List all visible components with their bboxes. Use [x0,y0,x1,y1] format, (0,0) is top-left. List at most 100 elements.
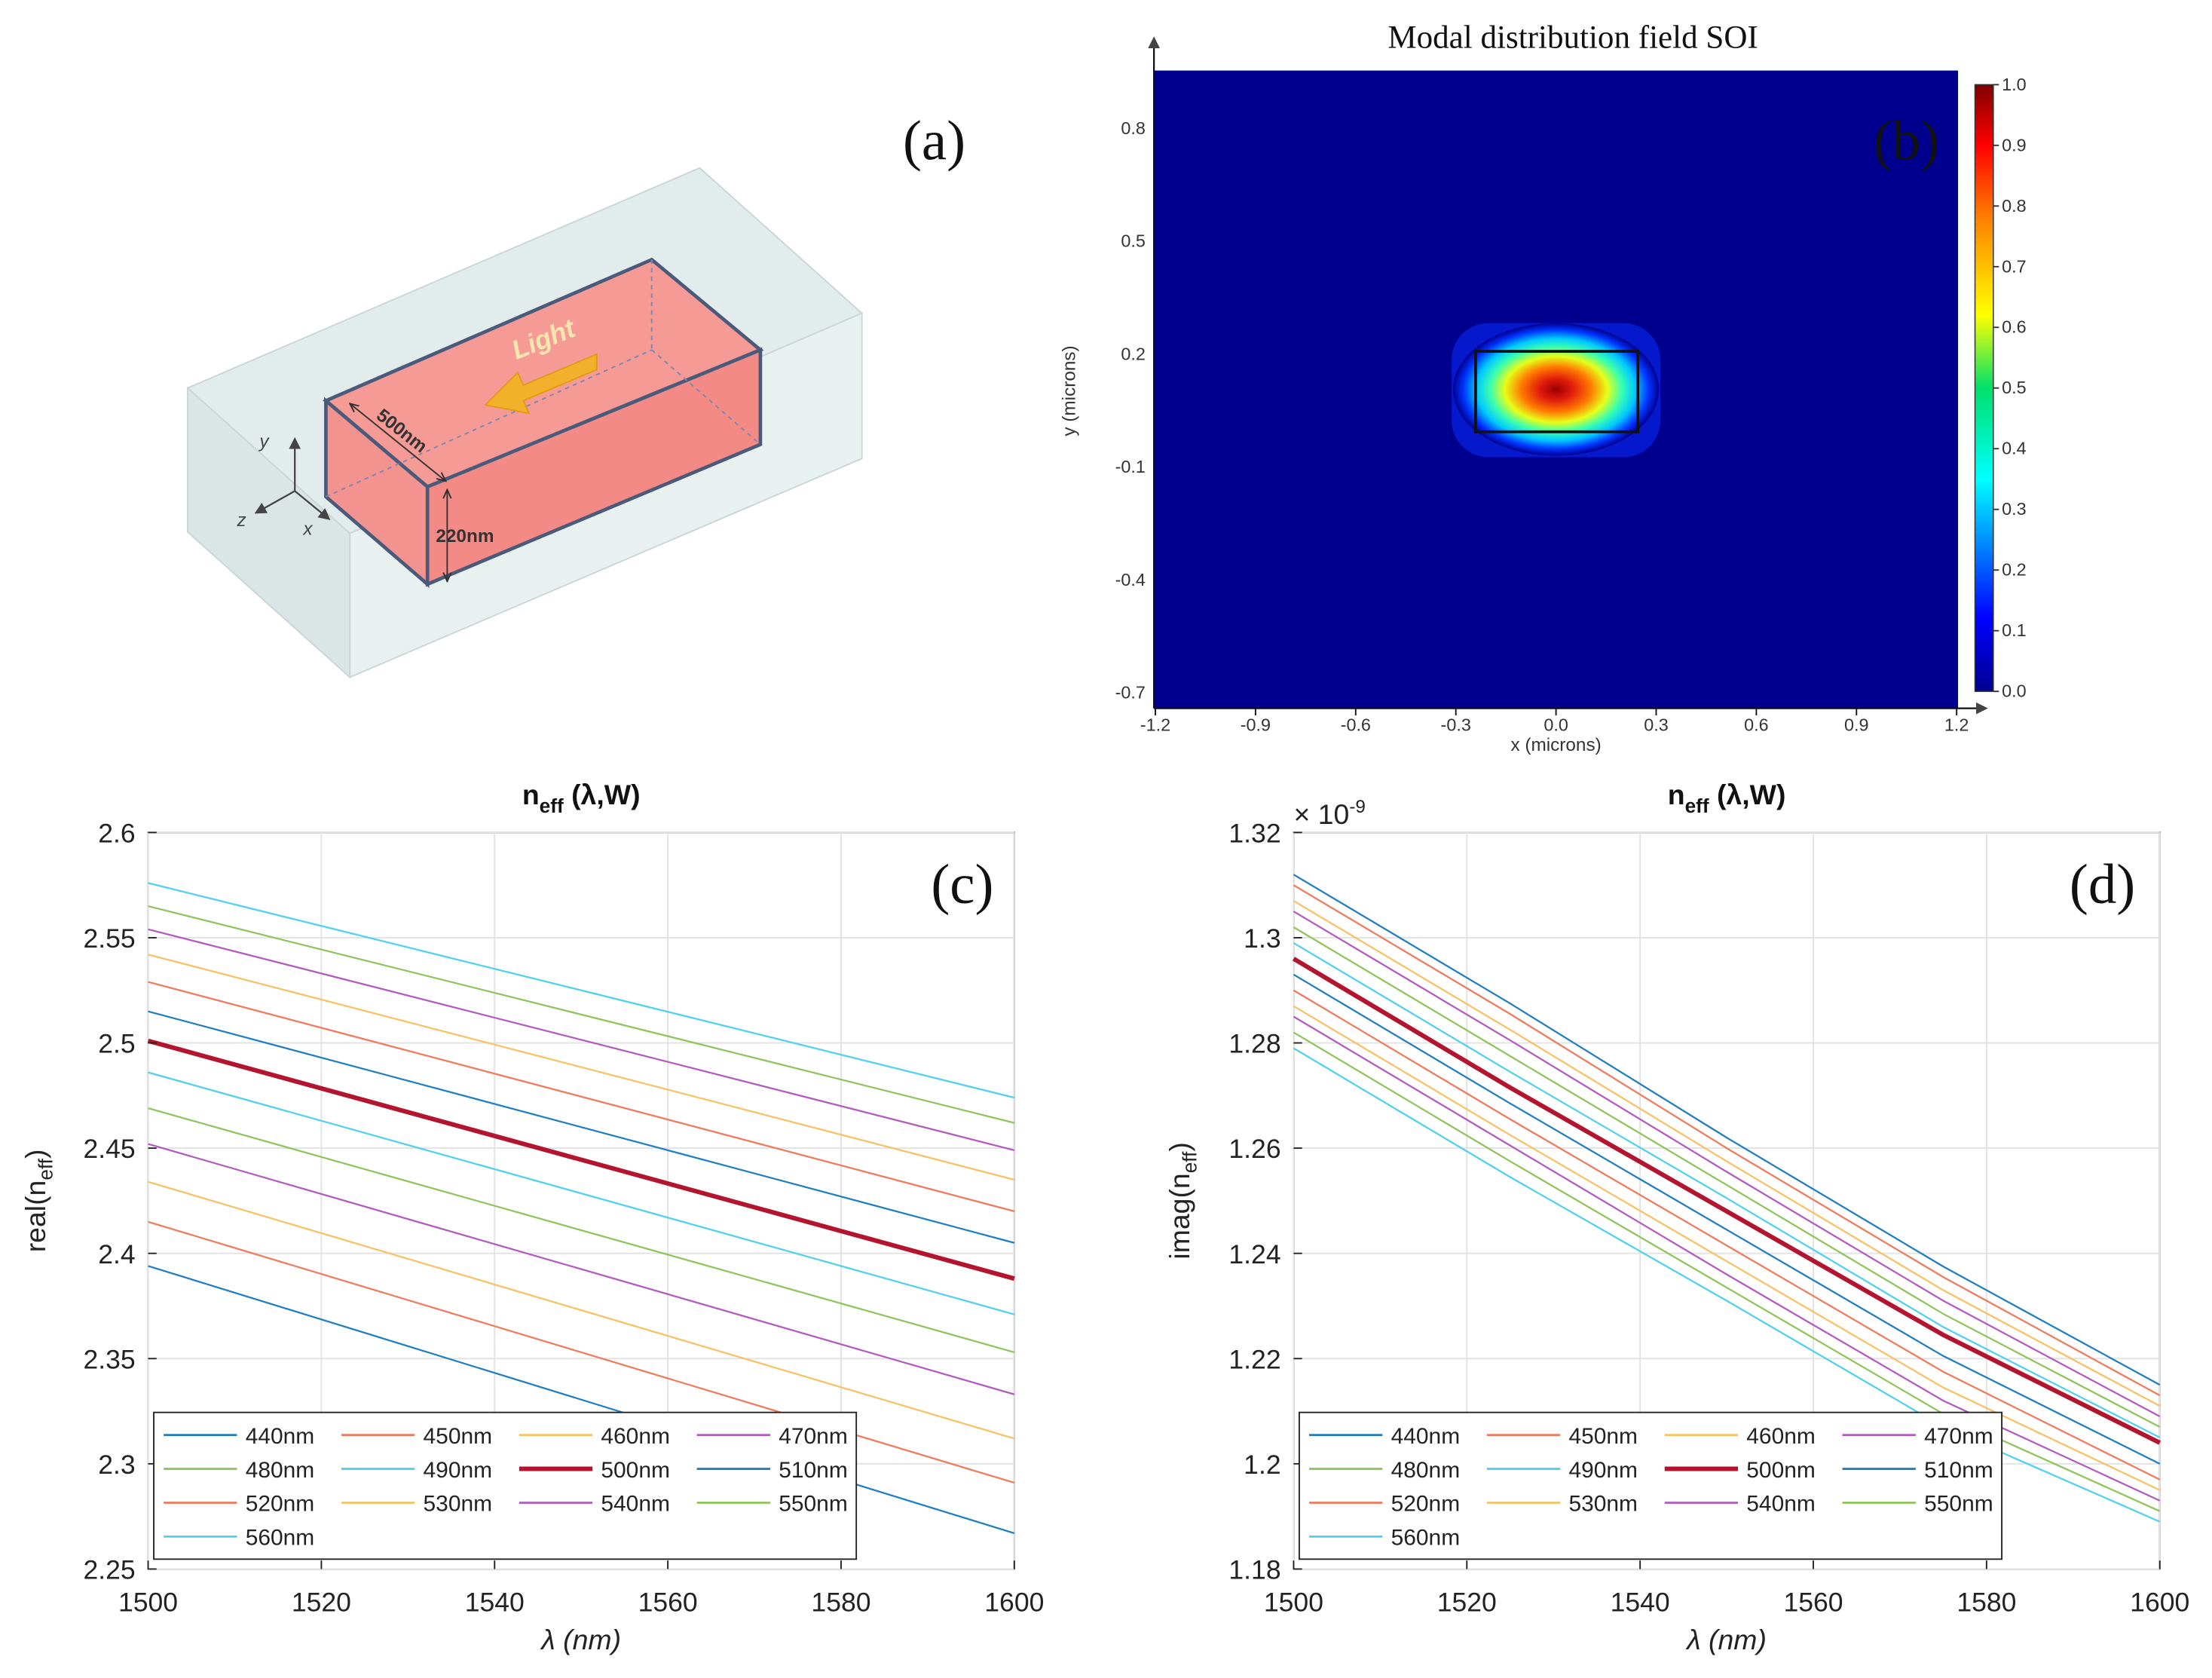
d-legend-label: 550nm [1924,1492,1993,1517]
d-series [1292,874,2162,1523]
d-legend-label: 560nm [1391,1526,1461,1551]
c-y-tick-label: 2.35 [84,1344,136,1374]
d-x-axis-label: λ (nm) [1685,1624,1767,1655]
c-legend-label: 490nm [424,1458,493,1483]
c-x-tick-label: 1540 [465,1588,525,1618]
d-series-510nm [1293,973,2161,1465]
c-series-560nm [148,882,1015,1099]
d-series-540nm [1293,1015,2161,1502]
c-legend-label: 540nm [601,1492,670,1517]
d-series-530nm [1293,1005,2161,1491]
d-y-tick-label: 1.32 [1228,818,1280,848]
c-series [147,882,1015,1535]
c-x-tick-label: 1580 [811,1588,870,1618]
panel-c-label: (c) [931,853,993,916]
b-y-ticks: 0.8 0.5 0.2 -0.1 -0.4 -0.7 [1115,118,1146,703]
b-y-tick-label: -0.1 [1115,457,1146,476]
c-legend: 440nm 450nm 460nm 470nm 480nm 490nm 500nm 510nm… [153,1411,858,1560]
b-x-tick-label: 0.9 [1844,715,1869,735]
colorbar-tick-label: 1.0 [2002,75,2026,94]
b-x-tick-label: -1.2 [1140,715,1170,735]
axis-y-label: y [258,431,270,452]
b-x-tick-label: -0.6 [1341,715,1371,735]
d-legend-label: 500nm [1746,1458,1816,1483]
coordinate-axes: y z x [236,431,331,539]
b-y-tick-label: -0.4 [1115,570,1146,589]
d-legend-label: 480nm [1391,1458,1461,1483]
d-series-520nm [1293,989,2161,1480]
d-series-490nm [1293,942,2161,1438]
c-y-tick-label: 2.5 [98,1029,135,1059]
d-series-470nm [1293,911,2161,1418]
d-legend: 440nm 450nm 460nm 470nm 480nm 490nm 500nm 510nm… [1298,1411,2003,1560]
d-x-tick-label: 1540 [1611,1588,1670,1618]
c-y-tick-label: 2.3 [98,1450,135,1480]
b-x-tick-label: 0.0 [1544,715,1568,735]
c-legend-label: 480nm [246,1458,315,1483]
c-y-tick-label: 2.6 [98,818,135,848]
d-x-tick-label: 1600 [2130,1588,2189,1618]
waveguide-outline [1474,350,1640,433]
c-series-450nm [148,1220,1015,1484]
panel-a: Light 500nm 220nm y z x (a) [186,110,965,679]
d-x-tick-label: 1580 [1957,1588,2016,1618]
axis-x-label: x [302,519,313,539]
c-legend-label: 440nm [246,1424,315,1449]
d-y-tick-label: 1.24 [1228,1239,1280,1269]
d-legend-label: 520nm [1391,1492,1461,1517]
c-series-530nm [148,954,1015,1181]
c-series-460nm [148,1180,1015,1440]
c-series-480nm [148,1107,1015,1353]
d-series-500nm [1292,957,2162,1445]
c-legend-label: 460nm [601,1424,670,1449]
c-series-490nm [148,1071,1015,1315]
d-legend-label: 510nm [1924,1458,1993,1483]
b-x-tick-label: -0.9 [1241,715,1271,735]
b-x-ticks: -1.2 -0.9 -0.6 -0.3 0.0 0.3 0.6 0.9 1.2 [1140,708,1969,735]
colorbar-tick-label: 0.3 [2002,499,2026,519]
colorbar-tick-label: 0.6 [2002,317,2026,337]
c-y-tick-label: 2.55 [84,923,136,954]
d-x-tick-label: 1520 [1437,1588,1497,1618]
c-legend-box [153,1411,858,1560]
c-series-500nm [147,1038,1015,1281]
d-series-480nm [1293,926,2161,1428]
d-series-440nm [1293,874,2161,1386]
c-series-510nm [148,1010,1015,1244]
width-dimension [350,403,445,481]
c-x-axis-label: λ (nm) [540,1624,621,1655]
panel-d-label: (d) [2070,853,2135,916]
c-x-tick-label: 1500 [118,1588,178,1618]
d-legend-label: 470nm [1924,1424,1993,1449]
c-series-550nm [148,905,1015,1124]
c-ticks: 1500 1520 1540 1560 1580 1600 2.25 2.3 2.35 2.4 2.… [84,818,1045,1617]
d-series-560nm [1293,1047,2161,1523]
panel-a-label: (a) [903,110,965,173]
panel-b-title: Modal distribution field SOI [1387,20,1758,56]
d-legend-box [1298,1411,2003,1560]
c-series-470nm [148,1143,1015,1395]
d-y-axis-label: imag(neff) [1164,1142,1201,1260]
b-x-tick-label: 0.3 [1644,715,1668,735]
d-series-460nm [1293,900,2161,1407]
d-legend-label: 440nm [1391,1424,1461,1449]
c-series-440nm [148,1265,1015,1535]
d-x-tick-label: 1500 [1264,1588,1323,1618]
d-x-tick-label: 1560 [1783,1588,1843,1618]
c-legend-label: 560nm [246,1526,315,1551]
c-title: neff (λ,W) [522,779,641,817]
c-series-520nm [148,981,1015,1212]
b-x-tick-label: 1.2 [1944,715,1969,735]
c-legend-label: 520nm [246,1492,315,1517]
c-legend-label: 500nm [601,1458,670,1483]
b-x-axis-label: x (microns) [1510,735,1601,755]
d-y-tick-label: 1.22 [1228,1344,1280,1374]
c-y-axis-label: real(neff) [20,1149,57,1252]
d-legend-label: 460nm [1746,1424,1816,1449]
d-legend-label: 530nm [1568,1492,1638,1517]
colorbar [1974,84,1994,692]
colorbar-tick-label: 0.5 [2002,378,2026,397]
c-legend-label: 550nm [779,1492,848,1517]
colorbar-tick-label: 0.2 [2002,560,2026,580]
